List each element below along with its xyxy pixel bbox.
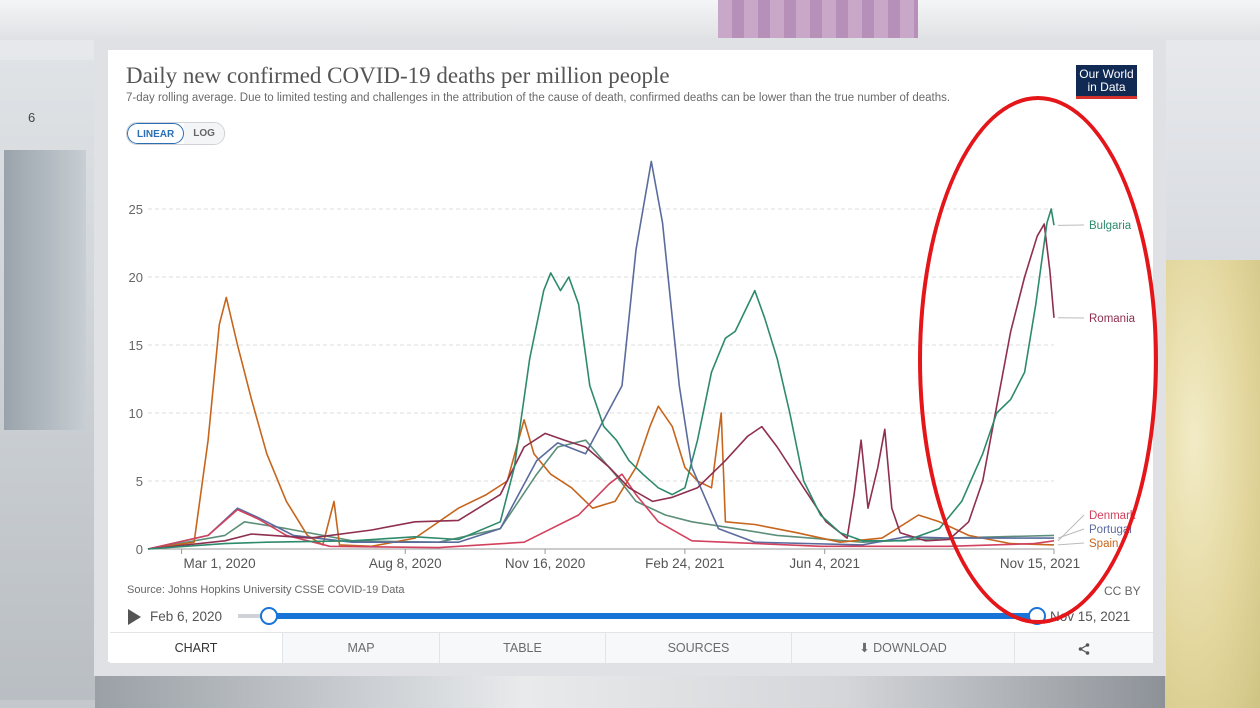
tab-map[interactable]: MAP xyxy=(283,633,440,663)
timeline-end-date: Nov 15, 2021 xyxy=(1050,609,1131,624)
download-icon: ⬇ xyxy=(859,641,874,655)
timeline-start-handle[interactable] xyxy=(260,607,278,625)
logo-line-2: in Data xyxy=(1087,80,1126,94)
license-link[interactable]: CC BY xyxy=(1104,584,1141,598)
timeline: Feb 6, 2020 Nov 15, 2021 xyxy=(126,605,1141,627)
y-tick-label: 10 xyxy=(129,406,143,421)
series-line-romania xyxy=(147,223,1055,550)
legend-connector xyxy=(1057,542,1085,546)
tab-label: MAP xyxy=(347,641,375,655)
series-line-bulgaria xyxy=(147,208,1055,550)
y-axis-ticks: 0 5 10 15 20 25 xyxy=(129,202,143,557)
x-tick-label: Jun 4, 2021 xyxy=(789,556,860,571)
x-tick-label: Feb 24, 2021 xyxy=(645,556,725,571)
background-floor xyxy=(95,676,1165,708)
series-line-spain xyxy=(147,296,1055,550)
legend-label-bulgaria: Bulgaria xyxy=(1089,220,1132,232)
y-tick-label: 15 xyxy=(129,338,143,353)
series-line-denmark xyxy=(147,473,1055,550)
series-line-other xyxy=(147,439,1055,550)
legend-label-spain: Spain xyxy=(1089,538,1118,550)
tab-label: TABLE xyxy=(503,641,542,655)
background-ceiling xyxy=(0,0,1260,40)
series-line-portugal xyxy=(147,160,1054,550)
y-tick-label: 5 xyxy=(136,474,143,489)
background-yellow-gown xyxy=(1150,260,1260,708)
legend-label-romania: Romania xyxy=(1089,313,1136,325)
x-tick-label: Nov 15, 2021 xyxy=(1000,556,1080,571)
y-tick-label: 0 xyxy=(136,542,143,557)
chart-title: Daily new confirmed COVID-19 deaths per … xyxy=(126,63,670,88)
linear-scale-button[interactable]: LINEAR xyxy=(127,123,185,144)
play-icon[interactable] xyxy=(128,609,141,625)
background-curtain xyxy=(718,0,918,38)
x-axis-ticks: Mar 1, 2020 Aug 8, 2020 Nov 16, 2020 Feb 24… xyxy=(181,549,1080,571)
x-tick-label: Aug 8, 2020 xyxy=(369,556,442,571)
legend-connector xyxy=(1057,528,1085,539)
tab-label: SOURCES xyxy=(667,641,730,655)
legend-label-denmark: Denmark xyxy=(1089,510,1136,522)
log-scale-button[interactable]: LOG xyxy=(184,123,224,144)
scale-toggle: LINEAR LOG xyxy=(126,122,225,145)
timeline-start-date: Feb 6, 2020 xyxy=(150,609,223,624)
tab-label: DOWNLOAD xyxy=(873,641,947,655)
chart-subtitle: 7-day rolling average. Due to limited te… xyxy=(126,92,951,104)
source-note[interactable]: Source: Johns Hopkins University CSSE CO… xyxy=(127,584,405,596)
share-button[interactable] xyxy=(1015,633,1153,663)
tab-chart[interactable]: CHART xyxy=(110,633,283,663)
grid-lines xyxy=(148,208,1054,550)
x-tick-label: Nov 16, 2020 xyxy=(505,556,585,571)
share-icon xyxy=(1078,642,1090,655)
tab-table[interactable]: TABLE xyxy=(440,633,606,663)
background-door-number: 6 xyxy=(28,110,36,125)
chart-tabs: CHART MAP TABLE SOURCES ⬇ DOWNLOAD xyxy=(110,632,1153,663)
tab-sources[interactable]: SOURCES xyxy=(606,633,792,663)
series-lines xyxy=(147,160,1055,550)
owid-logo[interactable]: Our World in Data xyxy=(1076,65,1137,99)
tab-label: CHART xyxy=(174,641,218,655)
timeline-end-handle[interactable] xyxy=(1028,607,1046,625)
background-door xyxy=(4,150,86,430)
tab-download[interactable]: ⬇ DOWNLOAD xyxy=(792,633,1015,663)
y-tick-label: 20 xyxy=(129,270,143,285)
timeline-selected-range xyxy=(268,613,1036,619)
logo-line-1: Our World xyxy=(1079,67,1134,81)
chart-panel xyxy=(108,50,1153,662)
y-tick-label: 25 xyxy=(129,202,143,217)
x-tick-label: Mar 1, 2020 xyxy=(184,556,256,571)
series-legend: Bulgaria Romania Denmark Portugal Spain xyxy=(1057,220,1136,550)
legend-label-portugal: Portugal xyxy=(1089,524,1132,536)
